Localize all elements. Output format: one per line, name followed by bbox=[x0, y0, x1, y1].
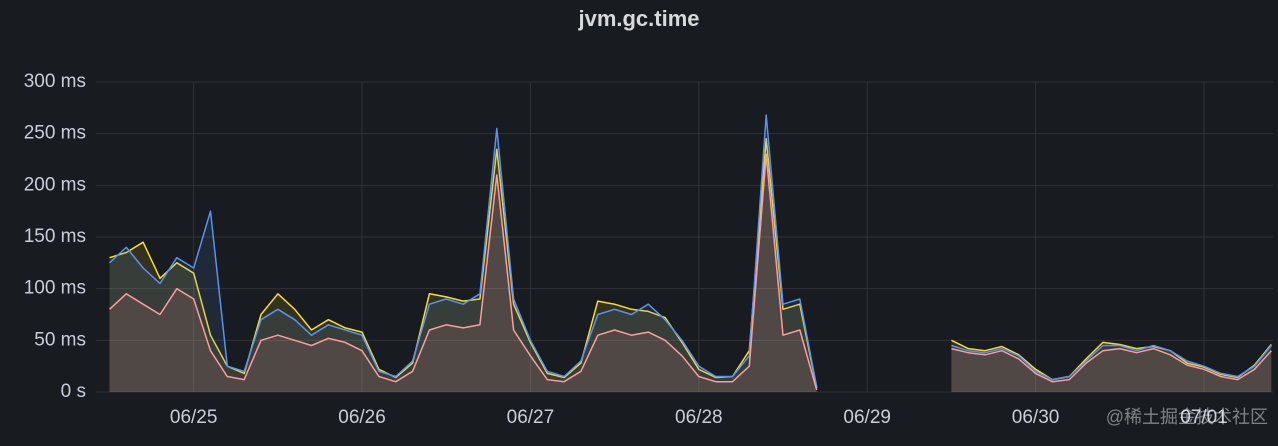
y-tick-label: 200 ms bbox=[24, 174, 86, 195]
series-line bbox=[108, 153, 1272, 391]
series-area bbox=[109, 154, 1272, 392]
x-tick-label: 07/01 bbox=[1180, 407, 1228, 428]
x-tick-label: 06/30 bbox=[1012, 407, 1060, 428]
y-tick-label: 0 s bbox=[61, 381, 86, 402]
x-tick-label: 06/26 bbox=[338, 407, 386, 428]
series-line bbox=[108, 114, 1272, 387]
y-tick-label: 50 ms bbox=[34, 329, 86, 350]
series-area bbox=[109, 115, 1272, 392]
x-tick-label: 06/25 bbox=[170, 407, 218, 428]
x-tick-label: 06/29 bbox=[843, 407, 891, 428]
y-tick-label: 100 ms bbox=[24, 278, 86, 299]
watermark: @稀土掘金技术社区 bbox=[1106, 407, 1268, 427]
y-tick-label: 300 ms bbox=[24, 71, 86, 92]
x-tick-label: 06/28 bbox=[675, 407, 723, 428]
x-tick-label: 06/27 bbox=[507, 407, 555, 428]
series-area bbox=[109, 138, 1272, 392]
chart-title: jvm.gc.time bbox=[577, 6, 699, 31]
y-tick-label: 250 ms bbox=[24, 123, 86, 144]
y-tick-label: 150 ms bbox=[24, 226, 86, 247]
